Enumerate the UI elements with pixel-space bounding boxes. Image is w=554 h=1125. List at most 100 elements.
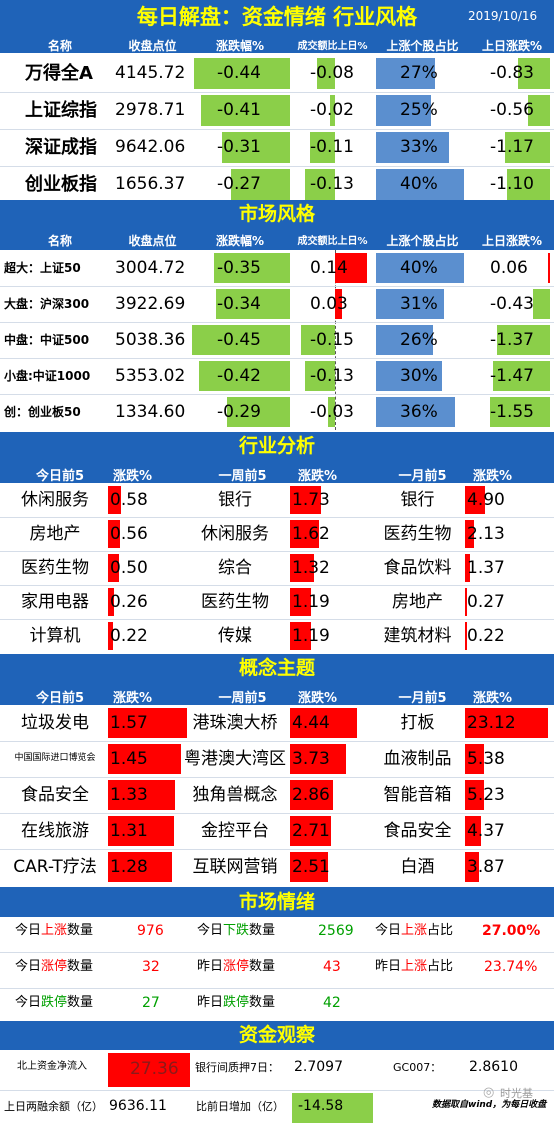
row-divider — [0, 394, 554, 395]
emotion-label: 今日上涨占比 — [375, 924, 453, 937]
column-header: 一月前5 — [398, 691, 447, 706]
up-ratio-bar — [376, 58, 436, 89]
gain-value: 0.22 — [467, 625, 505, 646]
prev-change-value: -1.55 — [490, 401, 534, 422]
concept-band — [0, 654, 554, 705]
emotion-label-key: 跌停 — [41, 995, 68, 1010]
column-header: 涨跌% — [297, 691, 338, 706]
row-divider — [0, 286, 554, 287]
emotion-label-prefix: 昨日 — [197, 995, 224, 1010]
row-divider — [0, 129, 554, 130]
change-value: -0.34 — [217, 293, 261, 314]
gain-bar — [108, 744, 181, 774]
sector-name: 医药生物 — [201, 591, 269, 612]
emotion-value: 43 — [323, 959, 341, 975]
emotion-label: 今日下跌数量 — [197, 924, 275, 937]
index-name: 创业板指 — [25, 173, 97, 195]
row-divider — [0, 166, 554, 167]
change-bar — [200, 95, 290, 126]
up-ratio-value: 40% — [400, 174, 438, 194]
change-bar — [231, 169, 290, 200]
close-value: 2978.71 — [115, 100, 186, 120]
repo-value: 2.7097 — [294, 1059, 343, 1075]
emotion-label-key: 上涨 — [401, 959, 428, 974]
report-date: 2019/10/16 — [468, 9, 538, 23]
change-bar — [213, 253, 290, 283]
row-divider — [0, 849, 554, 850]
close-value: 1334.60 — [115, 401, 186, 422]
gain-bar — [465, 486, 485, 514]
change-bar — [198, 361, 290, 391]
north-flow-bar — [108, 1053, 190, 1087]
change-bar — [226, 397, 290, 427]
emotion-label-prefix: 今日 — [15, 923, 42, 938]
index-name: 上证综指 — [25, 99, 97, 121]
up-ratio-bar — [376, 95, 431, 126]
gain-bar — [108, 520, 121, 548]
emotion-label-key: 上涨 — [401, 923, 428, 938]
emotion-label-suffix: 数量 — [249, 995, 276, 1010]
column-header: 一周前5 — [218, 469, 267, 484]
row-divider — [0, 952, 554, 953]
column-header: 涨跌幅% — [215, 39, 265, 53]
gain-value: 0.22 — [110, 625, 148, 646]
up-ratio-value: 31% — [400, 293, 438, 314]
gain-bar — [290, 486, 322, 514]
prev-change-bar — [507, 169, 550, 200]
column-header: 收盘点位 — [128, 39, 177, 53]
emotion-label-suffix: 数量 — [67, 995, 94, 1010]
column-header: 名称 — [47, 234, 72, 248]
section-title: 市场情绪 — [238, 891, 315, 913]
row-divider — [0, 619, 554, 620]
gain-value: 1.62 — [292, 523, 330, 544]
sector-name: 综合 — [218, 557, 252, 578]
emotion-label-prefix: 今日 — [15, 995, 42, 1010]
row-divider — [0, 1090, 554, 1091]
page-title: 每日解盘：资金情绪 行业风格 — [136, 5, 418, 29]
prev-change-bar — [504, 132, 550, 163]
gain-value: 23.12 — [467, 712, 516, 733]
volume-change-value: -0.02 — [310, 100, 354, 120]
gain-bar — [465, 780, 484, 810]
prev-change-value: -0.56 — [490, 100, 534, 120]
index-name: 小盘:中证1000 — [4, 369, 91, 383]
emotion-label-suffix: 占比 — [427, 959, 454, 974]
gain-value: 1.57 — [110, 712, 148, 733]
gain-bar — [290, 780, 333, 810]
gain-value: 3.87 — [467, 856, 505, 877]
column-header: 上日涨跌% — [481, 234, 543, 248]
column-header: 收盘点位 — [128, 234, 177, 248]
volume-bar — [335, 289, 342, 319]
volume-change-value: 0.14 — [310, 257, 348, 278]
prev-change-value: -1.37 — [490, 329, 534, 350]
emotion-band — [0, 887, 554, 917]
close-value: 9642.06 — [115, 137, 186, 157]
gain-value: 1.45 — [110, 748, 148, 769]
sector-name: 打板 — [400, 712, 435, 733]
sector-name: 医药生物 — [383, 523, 452, 544]
volume-change-value: -0.13 — [310, 174, 354, 194]
row-divider — [0, 92, 554, 93]
gain-value: 0.58 — [110, 489, 148, 510]
close-value: 5353.02 — [115, 365, 186, 386]
up-ratio-bar — [376, 253, 464, 283]
column-header: 名称 — [47, 39, 72, 53]
title-band — [0, 0, 554, 53]
index-name: 中盘：中证500 — [4, 333, 90, 347]
row-divider — [0, 585, 554, 586]
gain-value: 1.73 — [292, 489, 330, 510]
volume-bar — [309, 132, 335, 163]
column-header: 涨跌% — [472, 691, 513, 706]
row-divider — [0, 358, 554, 359]
margin-balance-value: 9636.11 — [109, 1098, 167, 1114]
row-divider — [0, 777, 554, 778]
sector-name: 金控平台 — [201, 820, 269, 841]
prev-change-bar — [496, 325, 550, 355]
north-flow-label: 北上资金净流入 — [17, 1061, 87, 1072]
sector-name: 家用电器 — [21, 591, 89, 612]
sector-name: 中国国际进口博览会 — [14, 753, 96, 763]
column-header: 成交额比上日% — [297, 236, 368, 247]
row-divider — [0, 988, 554, 989]
column-header: 一月前5 — [398, 469, 447, 484]
emotion-label-suffix: 数量 — [67, 959, 94, 974]
